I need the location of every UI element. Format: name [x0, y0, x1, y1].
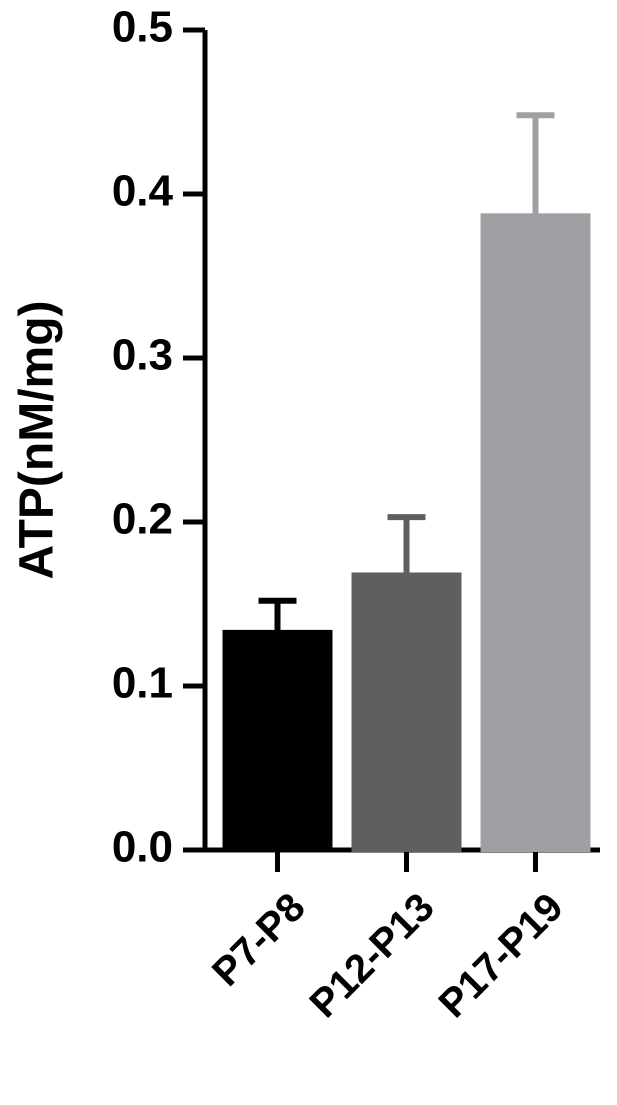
y-tick-label: 0.1 — [112, 659, 173, 708]
y-tick-label: 0.0 — [112, 823, 173, 872]
x-tick-label: P12-P13 — [301, 885, 442, 1026]
y-tick-label: 0.4 — [112, 167, 174, 216]
y-tick-label: 0.5 — [112, 3, 173, 52]
bar — [351, 572, 462, 852]
x-tick-label: P7-P8 — [204, 885, 314, 995]
bar — [222, 629, 333, 852]
y-tick-label: 0.2 — [112, 495, 173, 544]
y-tick-label: 0.3 — [112, 331, 173, 380]
x-tick-label: P17-P19 — [430, 885, 571, 1026]
bar — [480, 213, 591, 852]
y-axis-label: ATP(nM/mg) — [11, 300, 64, 579]
